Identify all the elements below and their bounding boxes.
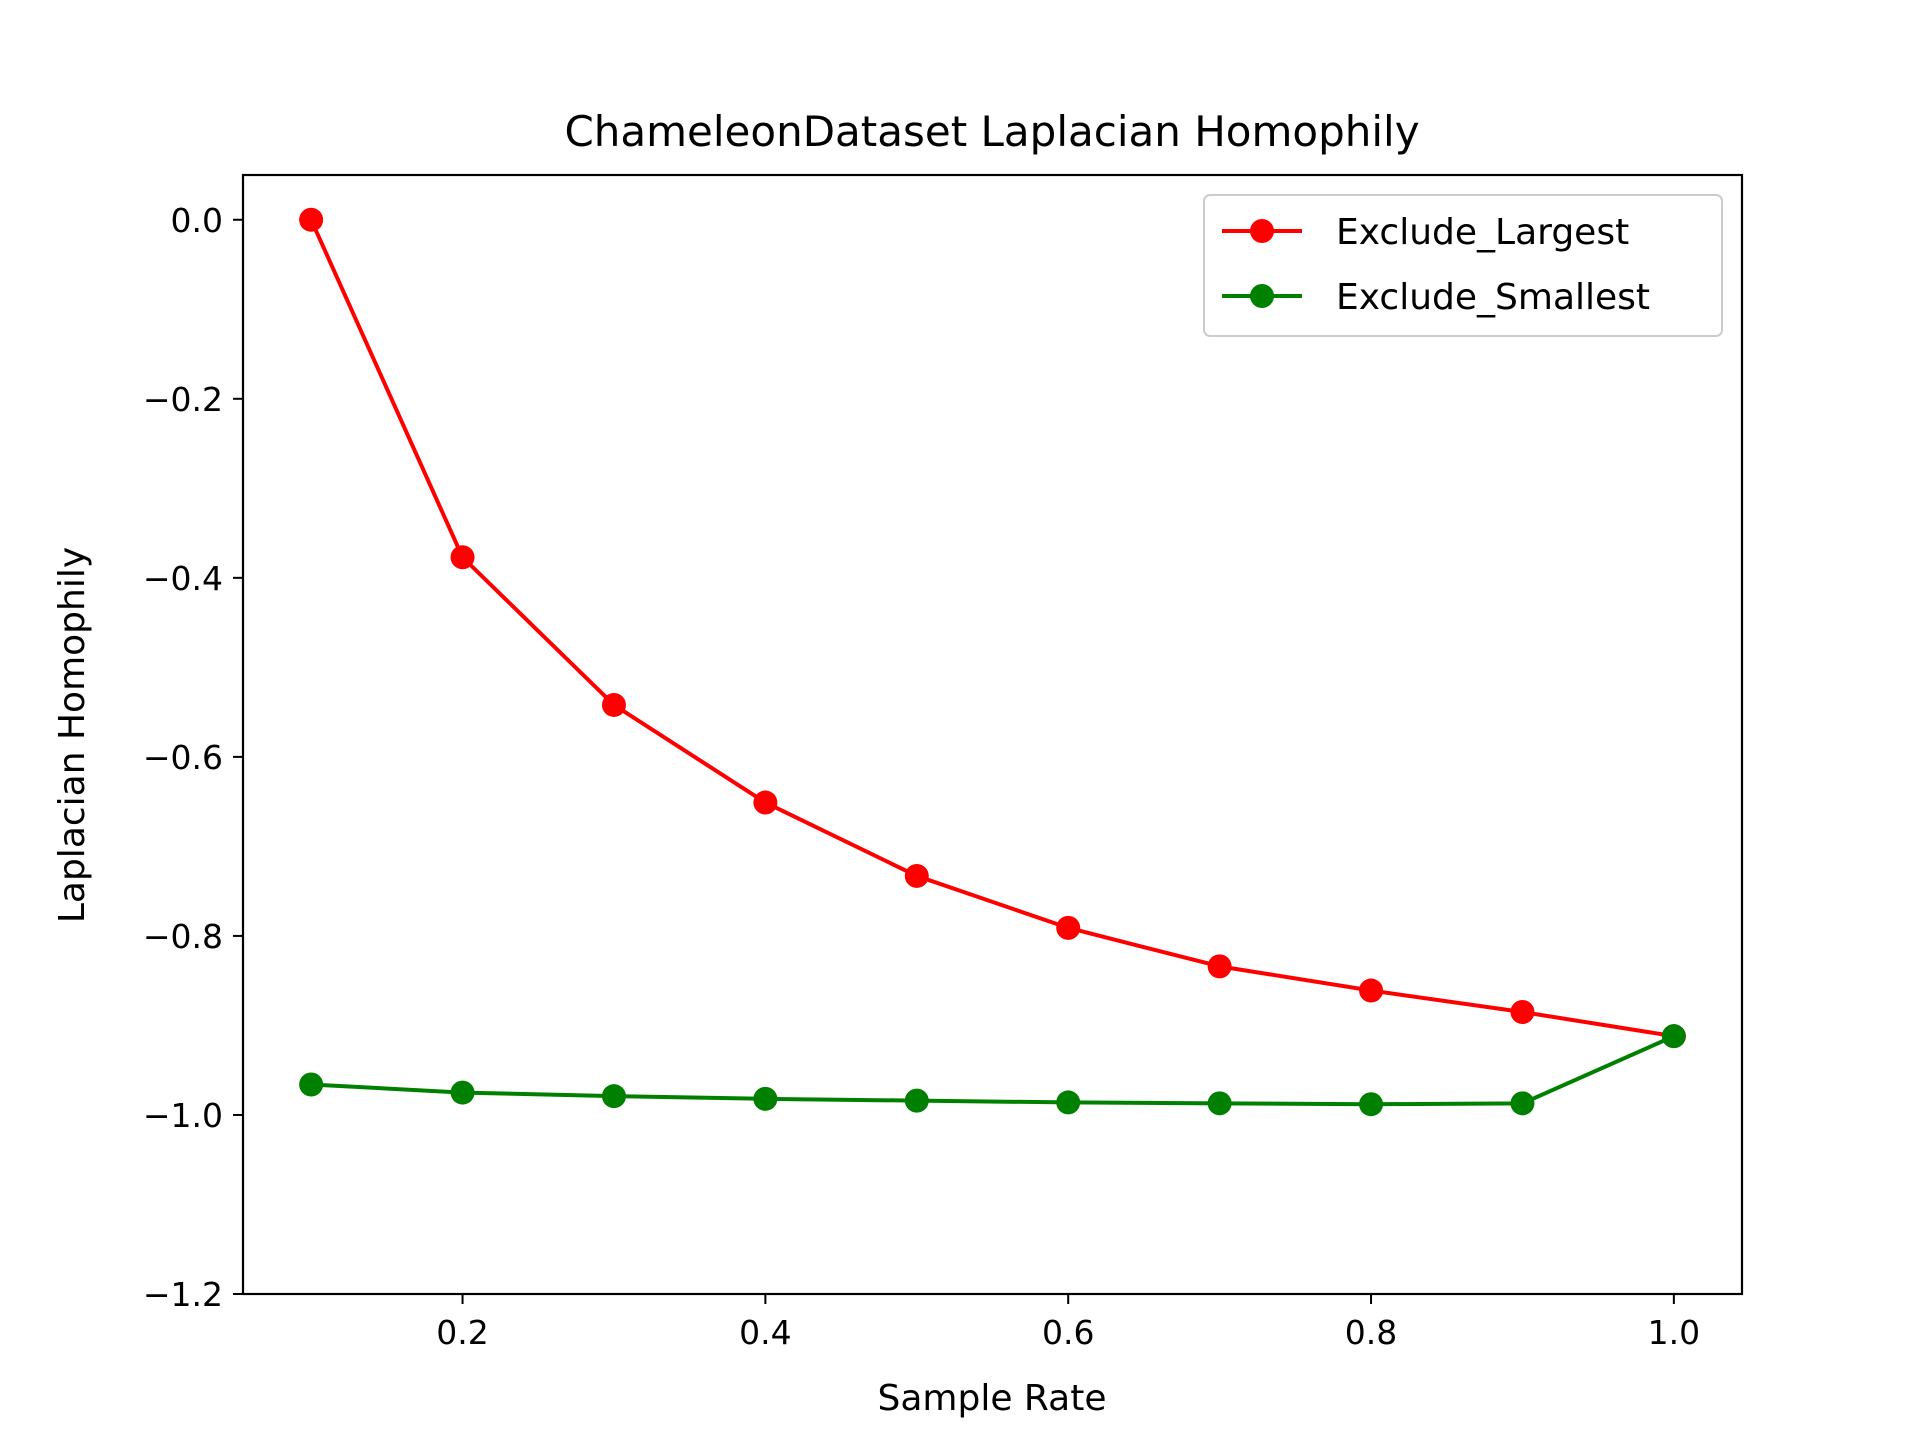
legend-label: Exclude_Largest <box>1336 212 1629 253</box>
data-point <box>753 790 778 815</box>
legend: Exclude_Largest Exclude_Smallest <box>1203 194 1723 337</box>
data-point <box>601 692 626 717</box>
legend-marker <box>1250 219 1274 243</box>
data-point <box>1661 1024 1686 1049</box>
data-point <box>450 1080 475 1105</box>
data-point <box>1056 915 1081 940</box>
x-tick-label: 0.2 <box>436 1313 488 1352</box>
legend-box <box>1203 194 1723 337</box>
y-tick-label: −0.6 <box>143 738 223 777</box>
y-axis: 0.0 −0.2 −0.4 −0.6 −0.8 −1.0 −1.2 <box>143 201 243 1314</box>
x-tick-label: 0.4 <box>739 1313 791 1352</box>
data-point <box>1510 1000 1535 1025</box>
data-point <box>299 1072 324 1097</box>
data-point <box>601 1084 626 1109</box>
x-axis-label: Sample Rate <box>878 1378 1107 1419</box>
y-tick-label: −0.4 <box>143 559 223 598</box>
y-tick-label: −0.8 <box>143 917 223 956</box>
data-point <box>1207 954 1232 979</box>
x-tick-label: 1.0 <box>1648 1313 1700 1352</box>
legend-entry: Exclude_Smallest <box>1222 277 1650 318</box>
data-point <box>904 1088 929 1113</box>
y-tick-label: −1.0 <box>143 1096 223 1135</box>
series-exclude-smallest <box>299 1024 1686 1117</box>
series-line <box>309 218 1675 1039</box>
data-point <box>1510 1091 1535 1116</box>
data-point <box>299 207 324 232</box>
legend-marker <box>1250 284 1274 308</box>
data-point <box>1207 1091 1232 1116</box>
x-axis: 0.2 0.4 0.6 0.8 1.0 <box>436 1294 1700 1352</box>
y-axis-label: Laplacian Homophily <box>52 547 93 923</box>
series-line <box>311 1034 1675 1107</box>
series-exclude-largest <box>299 207 1686 1049</box>
x-tick-label: 0.8 <box>1345 1313 1397 1352</box>
chart-title: ChameleonDataset Laplacian Homophily <box>564 107 1419 156</box>
data-point <box>1056 1090 1081 1115</box>
axes-frame <box>241 173 1744 1296</box>
legend-entry: Exclude_Largest <box>1222 212 1629 253</box>
data-point <box>753 1086 778 1111</box>
data-point <box>904 863 929 888</box>
y-tick-label: −1.2 <box>143 1275 223 1314</box>
x-tick-label: 0.6 <box>1042 1313 1094 1352</box>
y-tick-label: 0.0 <box>171 201 223 240</box>
data-point <box>1359 1092 1384 1117</box>
plot-area <box>299 207 1686 1117</box>
legend-label: Exclude_Smallest <box>1336 277 1650 318</box>
data-point <box>1359 978 1384 1003</box>
y-tick-label: −0.2 <box>143 380 223 419</box>
data-point <box>450 545 475 570</box>
